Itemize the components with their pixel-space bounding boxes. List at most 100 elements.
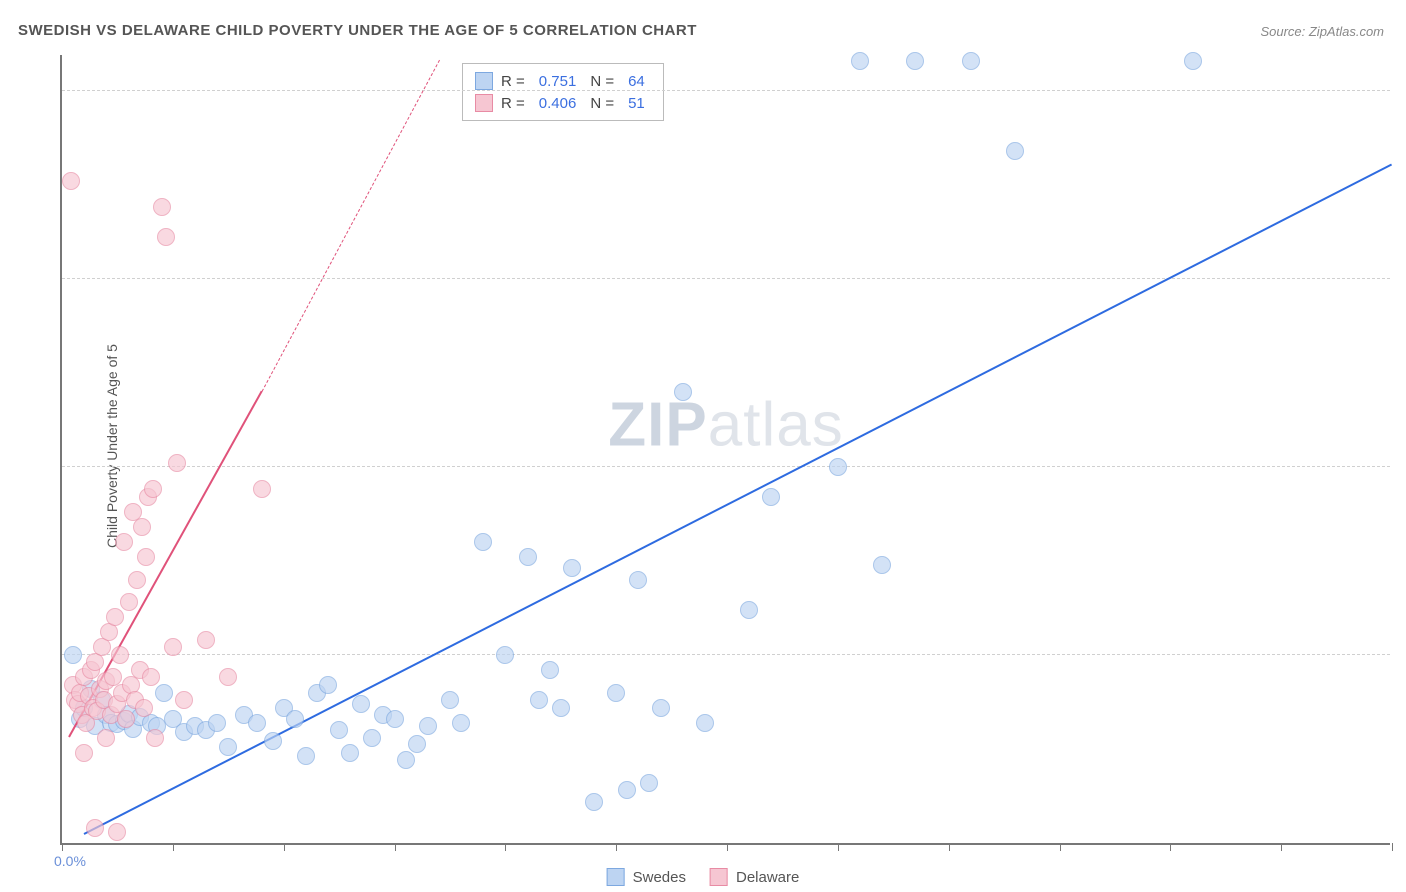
legend-row: R =0.406N =51 — [475, 92, 651, 114]
data-point — [563, 559, 581, 577]
gridline — [62, 90, 1390, 91]
trend-line — [84, 164, 1393, 835]
scatter-chart: ZIPatlas R =0.751N =64R =0.406N =51 25.0… — [60, 55, 1390, 845]
trend-line — [261, 60, 439, 392]
data-point — [86, 819, 104, 837]
data-point — [906, 52, 924, 70]
data-point — [408, 735, 426, 753]
data-point — [829, 458, 847, 476]
gridline — [62, 278, 1390, 279]
data-point — [64, 646, 82, 664]
x-tick — [1281, 843, 1282, 851]
data-point — [128, 571, 146, 589]
data-point — [115, 533, 133, 551]
data-point — [640, 774, 658, 792]
series-legend: Swedes Delaware — [607, 868, 800, 886]
data-point — [762, 488, 780, 506]
data-point — [873, 556, 891, 574]
data-point — [441, 691, 459, 709]
data-point — [111, 646, 129, 664]
data-point — [253, 480, 271, 498]
x-tick — [949, 843, 950, 851]
legend-swatch — [710, 868, 728, 886]
legend-swatch — [607, 868, 625, 886]
x-tick — [1392, 843, 1393, 851]
gridline — [62, 654, 1390, 655]
x-tick — [505, 843, 506, 851]
data-point — [740, 601, 758, 619]
data-point — [851, 52, 869, 70]
data-point — [541, 661, 559, 679]
data-point — [106, 608, 124, 626]
legend-n-label: N = — [590, 73, 614, 90]
data-point — [248, 714, 266, 732]
data-point — [197, 631, 215, 649]
legend-n-value: 51 — [628, 95, 645, 112]
data-point — [175, 691, 193, 709]
legend-r-value: 0.751 — [539, 73, 577, 90]
correlation-legend: R =0.751N =64R =0.406N =51 — [462, 63, 664, 121]
x-tick — [1170, 843, 1171, 851]
data-point — [330, 721, 348, 739]
data-point — [117, 710, 135, 728]
data-point — [135, 699, 153, 717]
gridline — [62, 466, 1390, 467]
x-tick — [395, 843, 396, 851]
source-attribution: Source: ZipAtlas.com — [1260, 24, 1384, 39]
legend-label: Swedes — [633, 869, 686, 886]
x-tick — [62, 843, 63, 851]
data-point — [108, 823, 126, 841]
data-point — [144, 480, 162, 498]
data-point — [208, 714, 226, 732]
data-point — [585, 793, 603, 811]
data-point — [962, 52, 980, 70]
data-point — [97, 729, 115, 747]
x-tick — [173, 843, 174, 851]
data-point — [618, 781, 636, 799]
data-point — [363, 729, 381, 747]
legend-r-label: R = — [501, 95, 525, 112]
legend-item: Swedes — [607, 868, 686, 886]
data-point — [1184, 52, 1202, 70]
legend-label: Delaware — [736, 869, 799, 886]
data-point — [142, 668, 160, 686]
legend-item: Delaware — [710, 868, 799, 886]
data-point — [62, 172, 80, 190]
x-tick — [1060, 843, 1061, 851]
data-point — [133, 518, 151, 536]
data-point — [153, 198, 171, 216]
data-point — [696, 714, 714, 732]
data-point — [219, 668, 237, 686]
data-point — [629, 571, 647, 589]
data-point — [386, 710, 404, 728]
data-point — [75, 744, 93, 762]
data-point — [164, 638, 182, 656]
data-point — [519, 548, 537, 566]
data-point — [474, 533, 492, 551]
data-point — [341, 744, 359, 762]
legend-r-label: R = — [501, 73, 525, 90]
x-tick — [838, 843, 839, 851]
data-point — [1006, 142, 1024, 160]
data-point — [452, 714, 470, 732]
x-tick — [727, 843, 728, 851]
data-point — [219, 738, 237, 756]
legend-swatch — [475, 72, 493, 90]
legend-n-label: N = — [590, 95, 614, 112]
data-point — [496, 646, 514, 664]
data-point — [120, 593, 138, 611]
data-point — [157, 228, 175, 246]
x-tick-label: 0.0% — [54, 853, 86, 869]
legend-n-value: 64 — [628, 73, 645, 90]
data-point — [607, 684, 625, 702]
data-point — [297, 747, 315, 765]
data-point — [552, 699, 570, 717]
data-point — [419, 717, 437, 735]
data-point — [168, 454, 186, 472]
data-point — [155, 684, 173, 702]
data-point — [397, 751, 415, 769]
data-point — [137, 548, 155, 566]
chart-title: SWEDISH VS DELAWARE CHILD POVERTY UNDER … — [18, 22, 697, 39]
x-tick — [616, 843, 617, 851]
legend-swatch — [475, 94, 493, 112]
